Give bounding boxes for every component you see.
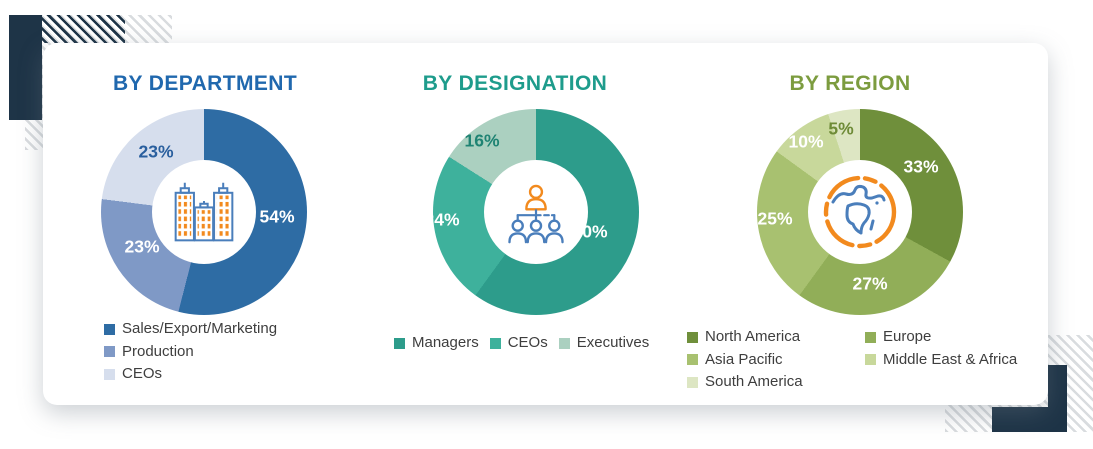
corner-block-bottom-right-horizontal	[992, 407, 1067, 432]
segment-label: 24%	[424, 209, 460, 230]
donut-chart-1	[101, 109, 307, 315]
legend-label: Europe	[883, 328, 932, 345]
donut-chart-2	[433, 109, 639, 315]
globe-icon	[823, 175, 897, 249]
legend-item: South America	[687, 371, 865, 394]
legend-swatch	[865, 331, 876, 343]
segment-label: 25%	[757, 208, 793, 229]
legend-item: Asia Pacific	[687, 349, 865, 372]
corner-block-top-left	[9, 15, 42, 120]
legend-1: Sales/Export/Marketing Production CEOs	[104, 318, 277, 386]
segment-label: 5%	[828, 118, 854, 139]
legend-swatch	[104, 368, 115, 380]
buildings-icon	[174, 182, 234, 242]
legend-item: CEOs	[104, 363, 277, 386]
chart-title-3: BY REGION	[789, 72, 911, 95]
donut-hole	[152, 160, 256, 264]
donut-hole	[484, 160, 588, 264]
segment-label: 33%	[903, 156, 939, 177]
donut-chart-3	[757, 109, 963, 315]
legend-label: Asia Pacific	[705, 350, 783, 368]
legend-item: Executives	[558, 332, 650, 355]
chart-title-1: BY DEPARTMENT	[112, 72, 298, 95]
legend-item: Europe	[865, 326, 1017, 349]
legend-label: Production	[122, 342, 194, 360]
chart-title-2: BY DESIGNATION	[422, 72, 608, 95]
segment-label: 27%	[852, 273, 888, 294]
donut-hole	[808, 160, 912, 264]
segment-label: 60%	[572, 221, 608, 242]
legend-label: Sales/Export/Marketing	[122, 320, 278, 337]
segment-label: 16%	[464, 130, 500, 151]
legend-swatch	[558, 337, 570, 349]
legend-swatch	[865, 354, 876, 366]
legend-item: Managers	[394, 332, 479, 355]
legend-item: Production	[104, 341, 277, 364]
legend-label: CEOs	[507, 334, 548, 351]
legend-item: CEOs	[489, 332, 548, 355]
legend-label: Middle East & Africa	[883, 350, 1018, 368]
legend-2: Managers CEOs Executives	[394, 332, 649, 355]
segment-label: 23%	[124, 236, 160, 257]
legend-swatch	[687, 331, 698, 343]
legend-item: North America	[687, 326, 865, 349]
legend-swatch	[687, 376, 698, 388]
segment-label: 23%	[138, 141, 174, 162]
legend-swatch	[104, 346, 115, 358]
legend-swatch	[394, 337, 405, 349]
legend-swatch	[489, 337, 501, 349]
legend-swatch	[104, 323, 115, 335]
legend-3: North America Europe Asia Pacific Middle Ea…	[687, 326, 1017, 394]
legend-label: South America	[705, 373, 803, 390]
legend-label: Managers	[412, 334, 479, 351]
legend-label: CEOs	[122, 365, 163, 382]
legend-label: Executives	[576, 334, 650, 351]
legend-item: Middle East & Africa	[865, 349, 1017, 372]
legend-label: North America	[705, 328, 801, 345]
org-chart-icon	[508, 184, 564, 244]
legend-swatch	[687, 354, 698, 366]
segment-label: 10%	[788, 131, 824, 152]
legend-item: Sales/Export/Marketing	[104, 318, 277, 341]
segment-label: 54%	[259, 206, 295, 227]
